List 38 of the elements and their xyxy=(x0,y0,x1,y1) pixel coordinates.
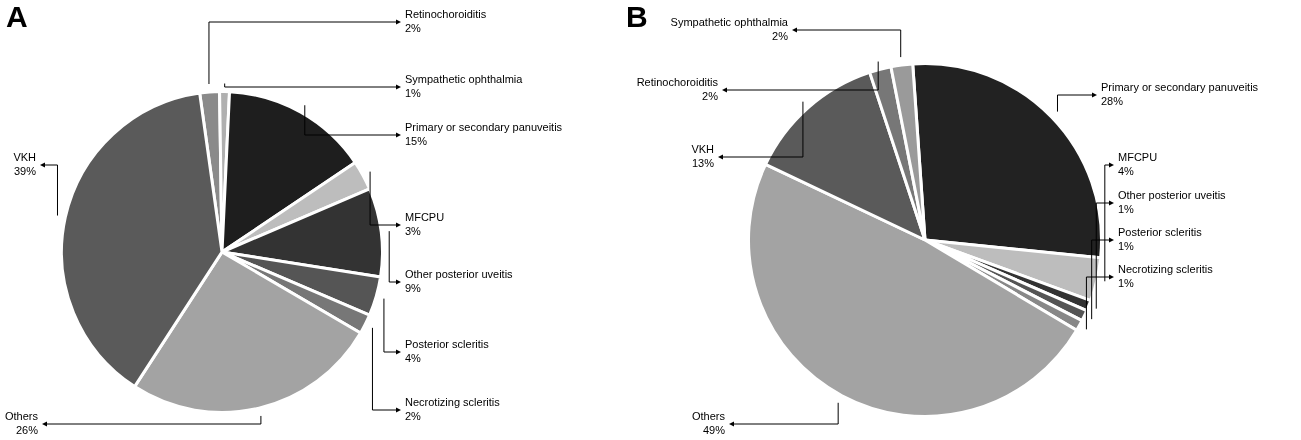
data-label: 4% xyxy=(1118,165,1135,178)
data-label: 1% xyxy=(405,87,422,100)
data-label: 39% xyxy=(13,165,37,178)
data-label: 2% xyxy=(405,22,422,35)
slice-label: Necrotizing scleritis xyxy=(405,396,501,409)
data-label: 2% xyxy=(405,410,422,423)
data-label: 15% xyxy=(405,135,428,148)
data-label: 1% xyxy=(1118,240,1135,253)
chart-title: B xyxy=(626,0,648,34)
slice-label: MFCPU xyxy=(1118,151,1158,164)
slice-label: Necrotizing scleritis xyxy=(1118,263,1214,276)
slice-label: Primary or secondary panuveitis xyxy=(405,121,563,134)
data-label: 28% xyxy=(1101,95,1124,108)
data-label: 13% xyxy=(691,157,715,170)
slice-label: Others xyxy=(691,410,726,423)
data-label: 2% xyxy=(702,90,719,103)
slice-label: Others xyxy=(4,410,39,423)
slice-label: Other posterior uveitis xyxy=(1118,189,1227,202)
data-label: 1% xyxy=(1118,277,1135,290)
chart-title: A xyxy=(6,0,28,34)
data-label: 49% xyxy=(702,424,726,437)
slice-label: Retinochoroiditis xyxy=(636,76,719,89)
slice-label: MFCPU xyxy=(405,211,445,224)
data-label: 9% xyxy=(405,282,422,295)
slice-label: Sympathetic ophthalmia xyxy=(405,73,524,86)
slice-label: Primary or secondary panuveitis xyxy=(1101,81,1259,94)
slice-label: Other posterior uveitis xyxy=(405,268,514,281)
slice-label: VKH xyxy=(13,151,37,164)
slice-label: Posterior scleritis xyxy=(1118,226,1203,239)
data-label: 26% xyxy=(15,424,39,437)
slice-label: Posterior scleritis xyxy=(405,338,490,351)
data-label: 1% xyxy=(1118,203,1135,216)
slice-label: Retinochoroiditis xyxy=(405,8,487,21)
slice-label: Sympathetic ophthalmia xyxy=(670,16,789,29)
data-label: 3% xyxy=(405,225,422,238)
data-label: 2% xyxy=(772,30,789,43)
data-label: 4% xyxy=(405,352,422,365)
slice-label: VKH xyxy=(691,143,715,156)
